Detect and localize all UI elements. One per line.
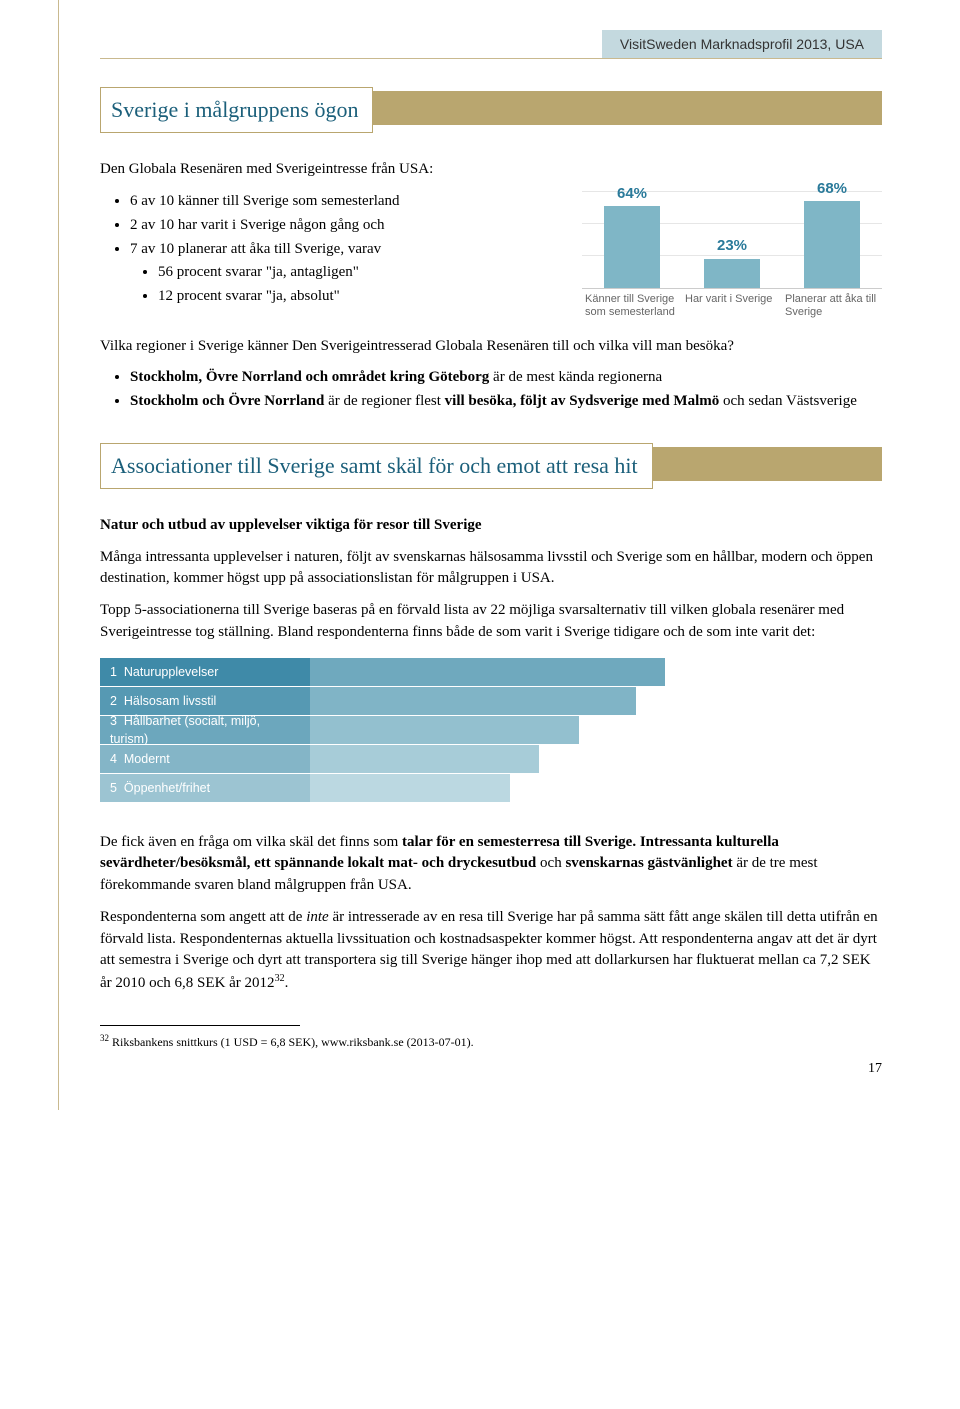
bar-value: 23% (717, 235, 747, 257)
bar-label: Har varit i Sverige (685, 293, 779, 319)
ranked-bar (310, 774, 510, 802)
ranked-bar-track (310, 687, 882, 715)
ranked-label: 5 Öppenhet/frihet (100, 774, 310, 802)
section2-heading: Associationer till Sverige samt skäl för… (100, 443, 653, 489)
bullet-item: 6 av 10 känner till Sverige som semester… (130, 191, 558, 213)
bar-chart-labels: Känner till Sverige som semesterlandHar … (582, 293, 882, 319)
section2-p4: Respondenterna som angett att de inte är… (100, 907, 882, 995)
ranked-bar-track (310, 716, 882, 744)
ranked-label: 3 Hållbarhet (socialt, miljö, turism) (100, 716, 310, 744)
section1-intro-row: Den Globala Resenären med Sverigeintress… (100, 159, 882, 319)
regions-question: Vilka regioner i Sverige känner Den Sver… (100, 336, 882, 358)
section2-p2: Topp 5-associationerna till Sverige base… (100, 600, 882, 644)
ranked-bar-track (310, 658, 882, 686)
ranked-bar (310, 687, 636, 715)
ranked-row: 5 Öppenhet/frihet (100, 774, 882, 802)
page-number: 17 (100, 1059, 882, 1079)
page-header: VisitSweden Marknadsprofil 2013, USA (100, 30, 882, 59)
footnote-num: 32 (100, 1033, 109, 1043)
ranked-label: 2 Hälsosam livsstil (100, 687, 310, 715)
footnote: 32 Riksbankens snittkurs (1 USD = 6,8 SE… (100, 1032, 882, 1051)
footnote-separator (100, 1025, 300, 1026)
bar-label: Planerar att åka till Sverige (785, 293, 879, 319)
section2-p1: Många intressanta upplevelser i naturen,… (100, 547, 882, 591)
bar-value: 68% (817, 178, 847, 200)
bar-column: 23% (701, 235, 763, 288)
bar-rect (804, 201, 860, 288)
bar-column: 64% (601, 183, 663, 289)
bar-chart: 64% 23% 68% (582, 159, 882, 289)
bar-column: 68% (801, 178, 863, 289)
ranked-bar (310, 745, 539, 773)
footnote-text: Riksbankens snittkurs (1 USD = 6,8 SEK),… (112, 1035, 474, 1049)
section2-heading-row: Associationer till Sverige samt skäl för… (100, 443, 882, 487)
section1-intro: Den Globala Resenären med Sverigeintress… (100, 159, 558, 181)
region-bullet: Stockholm, Övre Norrland och området kri… (130, 367, 882, 389)
bar-value: 64% (617, 183, 647, 205)
ranked-bar (310, 716, 579, 744)
ranked-label: 4 Modernt (100, 745, 310, 773)
region-bullet: Stockholm och Övre Norrland är de region… (130, 391, 882, 413)
region-bullets: Stockholm, Övre Norrland och området kri… (100, 367, 882, 413)
page: VisitSweden Marknadsprofil 2013, USA Sve… (0, 0, 960, 1110)
bar-label: Känner till Sverige som semesterland (585, 293, 679, 319)
header-underline (100, 58, 882, 59)
ranked-row: 4 Modernt (100, 745, 882, 773)
section2-p3: De fick även en fråga om vilka skäl det … (100, 832, 882, 897)
bullet-item: 56 procent svarar "ja, antagligen" (158, 262, 558, 284)
ranked-label: 1 Naturupplevelser (100, 658, 310, 686)
section2-sub: Natur och utbud av upplevelser viktiga f… (100, 515, 882, 537)
header-title: VisitSweden Marknadsprofil 2013, USA (602, 30, 882, 58)
bar-chart-container: 64% 23% 68% Känner till Sverige som semest… (582, 159, 882, 319)
section1-heading-row: Sverige i målgruppens ögon (100, 87, 882, 131)
ranked-row: 2 Hälsosam livsstil (100, 687, 882, 715)
bullet-item: 12 procent svarar "ja, absolut" (158, 286, 558, 308)
margin-rule (58, 0, 59, 1110)
section1-heading: Sverige i målgruppens ögon (100, 87, 373, 133)
bar-rect (704, 259, 760, 288)
bar-rect (604, 206, 660, 288)
section1-intro-left: Den Globala Resenären med Sverigeintress… (100, 159, 558, 319)
ranked-bar (310, 658, 665, 686)
bullet-item: 7 av 10 planerar att åka till Sverige, v… (130, 239, 558, 261)
bullet-item: 2 av 10 har varit i Sverige någon gång o… (130, 215, 558, 237)
ranked-bar-track (310, 774, 882, 802)
section1-bullets: 6 av 10 känner till Sverige som semester… (100, 191, 558, 308)
ranked-row: 1 Naturupplevelser (100, 658, 882, 686)
ranked-chart: 1 Naturupplevelser2 Hälsosam livsstil3 H… (100, 658, 882, 802)
ranked-row: 3 Hållbarhet (socialt, miljö, turism) (100, 716, 882, 744)
ranked-bar-track (310, 745, 882, 773)
